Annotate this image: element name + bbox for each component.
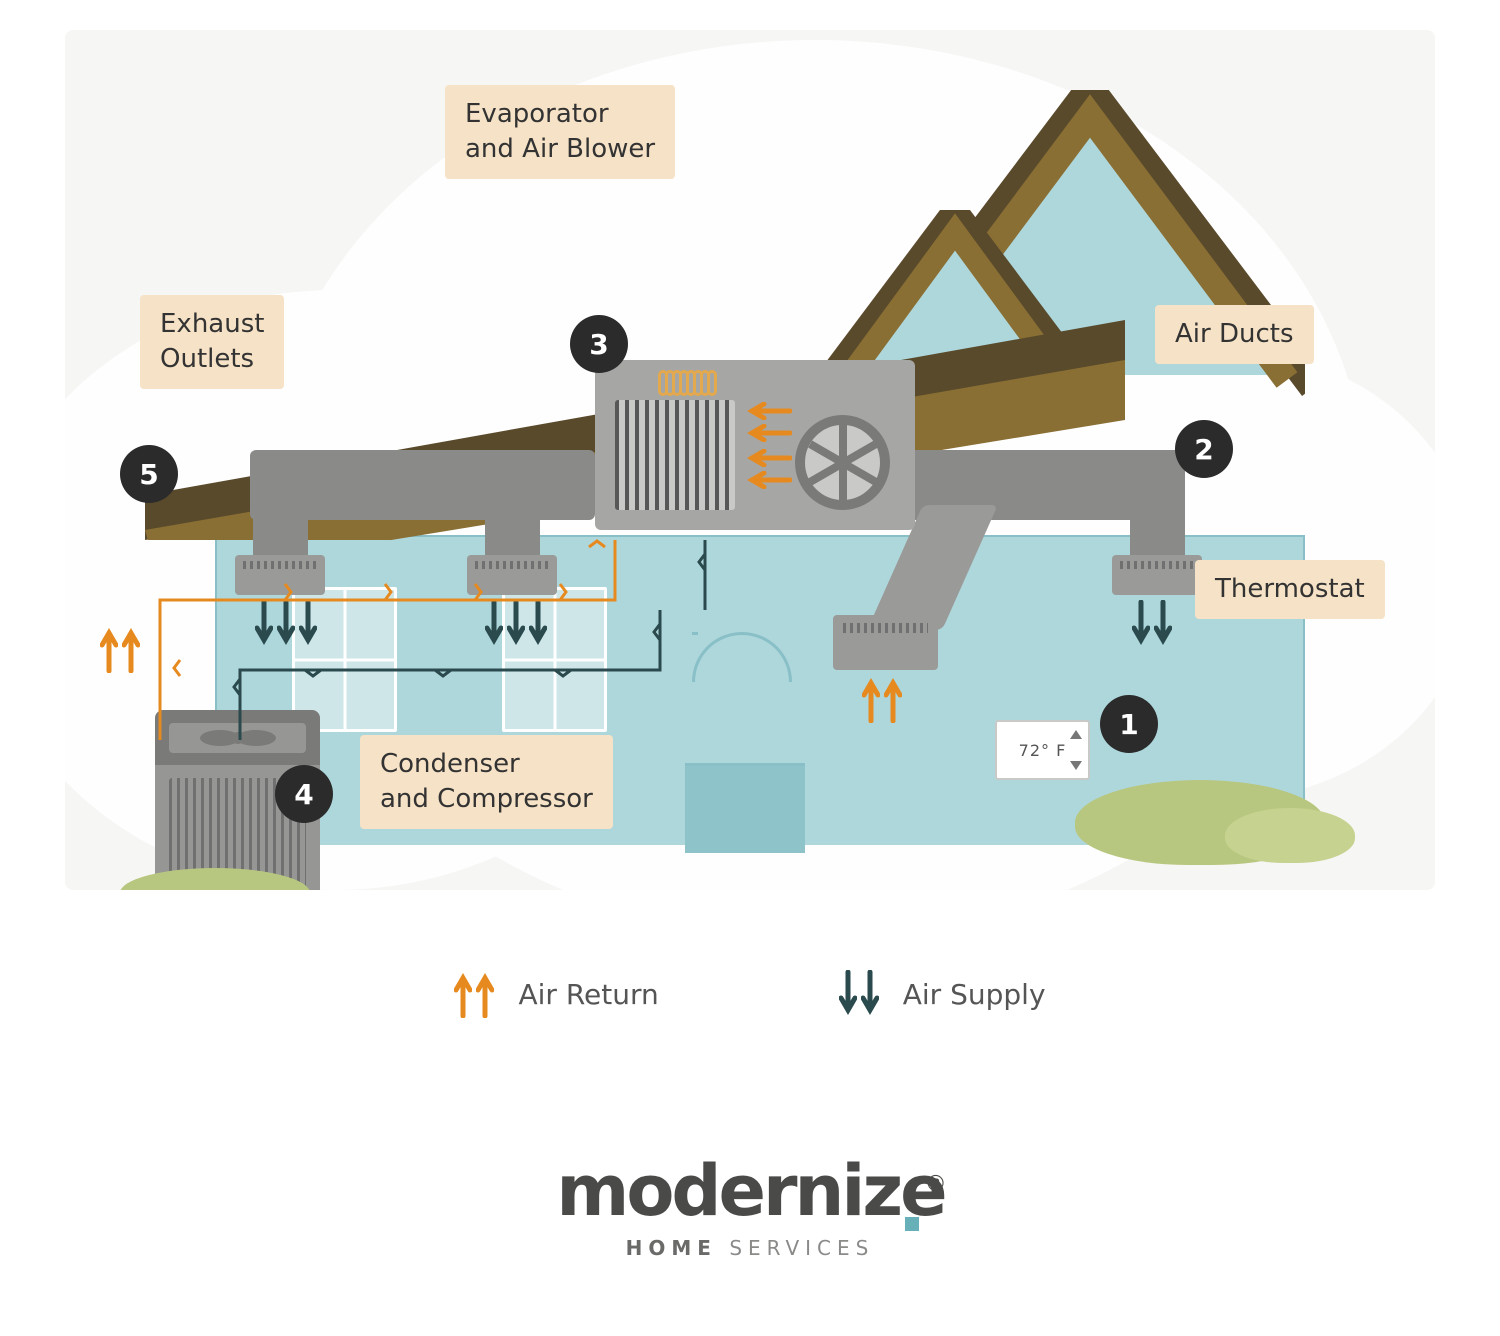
house-illustration: 72° F xyxy=(145,150,1355,850)
label-airducts: Air Ducts xyxy=(1155,305,1314,364)
badge-5: 5 xyxy=(120,445,178,503)
door xyxy=(692,632,698,635)
thermostat: 72° F xyxy=(995,720,1090,780)
label-text: Condenser xyxy=(380,749,520,779)
label-condenser: Condenser and Compressor xyxy=(360,735,613,829)
registered-icon: ® xyxy=(925,1172,944,1197)
logo-wordmark: modernize® xyxy=(556,1150,944,1232)
label-exhaust: Exhaust Outlets xyxy=(140,295,284,389)
vent-return xyxy=(833,615,938,670)
air-return-arrows xyxy=(744,449,792,489)
air-supply-arrows xyxy=(1132,600,1172,648)
vent xyxy=(467,555,557,595)
label-evaporator: Evaporator and Air Blower xyxy=(445,85,675,179)
label-text: Evaporator xyxy=(465,99,609,129)
label-text: Outlets xyxy=(160,344,254,374)
thermostat-reading: 72° F xyxy=(1019,741,1067,760)
heating-element xyxy=(658,370,753,398)
air-return-arrows xyxy=(100,625,140,673)
air-return-arrows xyxy=(744,402,792,442)
badge-3: 3 xyxy=(570,315,628,373)
vent xyxy=(1112,555,1202,595)
air-return-arrows xyxy=(862,675,902,723)
air-supply-arrows xyxy=(485,600,547,648)
logo-dot-icon xyxy=(905,1217,919,1231)
label-thermostat: Thermostat xyxy=(1195,560,1385,619)
label-text: Air Ducts xyxy=(1175,319,1294,349)
legend-label: Air Supply xyxy=(903,978,1046,1011)
label-text: Thermostat xyxy=(1215,574,1365,604)
evaporator-coil xyxy=(615,400,735,510)
logo-tagline: HOME SERVICES xyxy=(0,1236,1500,1260)
label-text: and Compressor xyxy=(380,784,593,814)
condenser-fan-icon xyxy=(200,717,276,759)
blower-fan xyxy=(795,415,890,510)
shrub xyxy=(1225,808,1355,863)
vent xyxy=(235,555,325,595)
label-text: Exhaust xyxy=(160,309,264,339)
diagram-canvas: 72° F xyxy=(65,30,1435,890)
legend-air-return: Air Return xyxy=(454,970,658,1018)
badge-1: 1 xyxy=(1100,695,1158,753)
evaporator-unit xyxy=(595,360,915,530)
badge-4: 4 xyxy=(275,765,333,823)
logo: modernize® HOME SERVICES xyxy=(0,1150,1500,1260)
legend: Air Return Air Supply xyxy=(0,970,1500,1018)
badge-2: 2 xyxy=(1175,420,1233,478)
legend-air-supply: Air Supply xyxy=(839,970,1046,1018)
label-text: and Air Blower xyxy=(465,134,655,164)
air-supply-arrows xyxy=(255,600,317,648)
legend-label: Air Return xyxy=(518,978,658,1011)
